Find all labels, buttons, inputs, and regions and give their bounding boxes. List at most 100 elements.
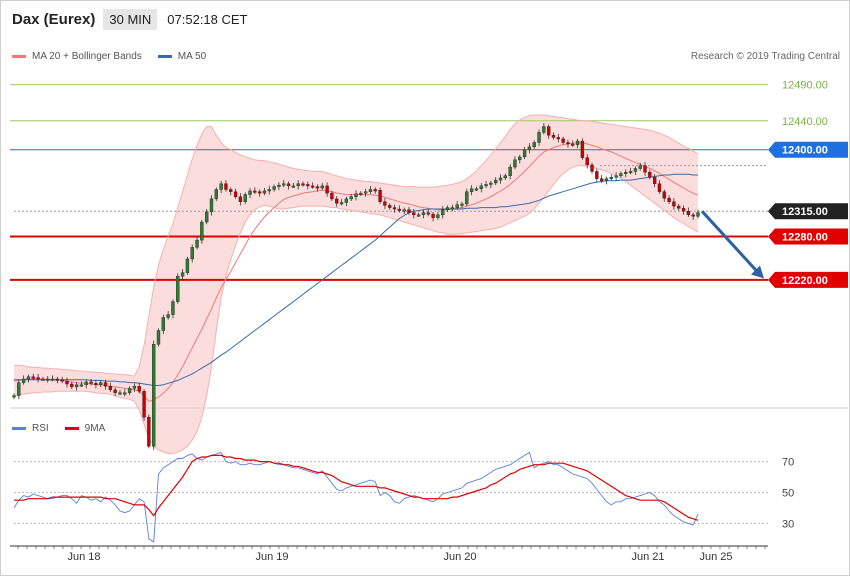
candle-body <box>402 209 406 212</box>
candle-body <box>156 330 161 345</box>
candle-body <box>681 208 686 212</box>
candle-body <box>286 183 291 187</box>
legend-rsi-label: RSI <box>32 423 49 434</box>
candle-body <box>388 205 392 208</box>
candle-body <box>272 186 276 190</box>
candle-body <box>108 385 113 391</box>
candle-body <box>282 183 286 186</box>
candle-body <box>127 388 132 393</box>
candle-body <box>537 132 541 143</box>
candle-body <box>657 183 662 192</box>
legend-ma50: MA 50 <box>157 51 207 62</box>
candle-body <box>344 198 349 203</box>
candle-body <box>176 276 180 302</box>
candle-body <box>580 140 585 158</box>
candle-body <box>628 171 633 174</box>
candle-body <box>436 214 440 218</box>
candle-body <box>609 176 613 179</box>
candle-body <box>465 191 469 205</box>
legend-9ma: 9MA <box>64 423 105 434</box>
candle-body <box>60 379 64 382</box>
candle-body <box>599 178 604 182</box>
candle-body <box>383 201 387 206</box>
candle-body <box>445 207 450 210</box>
bollinger-band-area <box>14 115 698 454</box>
candle-body <box>652 176 657 184</box>
candle-body <box>65 380 69 385</box>
candle-body <box>291 185 296 188</box>
clock-time: 07:52:18 CET <box>167 11 248 27</box>
candle-body <box>171 301 175 315</box>
legend-bb: MA 20 + Bollinger Bands <box>12 51 142 62</box>
candle-body <box>527 146 532 150</box>
chart-header: Dax (Eurex) 30 MIN 07:52:18 CET <box>12 8 248 30</box>
candle-body <box>118 392 122 395</box>
candle-body <box>296 183 300 187</box>
x-axis-label-1: Jun 19 <box>255 551 288 563</box>
candle-body <box>450 207 455 210</box>
candle-body <box>373 189 377 192</box>
bb-upper-line <box>14 114 699 377</box>
candle-body <box>310 185 315 188</box>
candle-body <box>648 171 652 178</box>
candle-body <box>513 159 517 168</box>
candle-body <box>200 221 204 241</box>
candle-body <box>571 143 575 146</box>
candle-body <box>74 384 79 388</box>
candle-body <box>79 384 84 387</box>
level-tag-3 <box>768 203 848 220</box>
timeframe-badge[interactable]: 30 MIN <box>103 8 158 30</box>
candle-body <box>575 140 580 145</box>
x-axis-label-2: Jun 20 <box>443 551 476 563</box>
candle-body <box>257 191 262 194</box>
candle-body <box>431 213 435 218</box>
candle-body <box>248 190 252 195</box>
candle-body <box>94 383 98 386</box>
candle-body <box>363 191 368 194</box>
candle-body <box>469 188 474 192</box>
legend-rsi: RSI <box>12 423 49 434</box>
candle-body <box>99 382 103 385</box>
candle-body <box>672 201 676 207</box>
candle-body <box>320 185 324 189</box>
candle-body <box>368 189 373 192</box>
candle-body <box>455 204 459 208</box>
rsi-tick-label-2: 30 <box>782 518 794 530</box>
level-tag-5 <box>768 271 848 288</box>
ma50-swatch-icon <box>157 55 172 58</box>
candle-body <box>542 126 546 133</box>
candle-body <box>277 184 281 187</box>
candle-body <box>132 385 137 389</box>
bb-lower-line <box>13 165 699 454</box>
candle-body <box>103 382 108 387</box>
candle-body <box>70 383 74 388</box>
candle-body <box>147 417 151 447</box>
level-tag-label-3: 12315.00 <box>782 206 828 218</box>
candle-body <box>31 376 35 379</box>
candle-body <box>532 142 536 148</box>
candle-body <box>349 196 353 200</box>
x-axis-label-3: Jun 21 <box>631 551 664 563</box>
candle-body <box>339 202 344 205</box>
candle-body <box>489 182 493 185</box>
candle-body <box>161 317 166 331</box>
candle-body <box>17 382 21 396</box>
candle-body <box>12 395 16 398</box>
candle-body <box>614 175 618 178</box>
legend-ma50-label: MA 50 <box>177 51 207 62</box>
candle-body <box>619 173 623 176</box>
rsi-panel: 70 50 30 Jun 18 Jun 19 Jun 20 Jun 21 Jun 25 <box>10 451 794 563</box>
candle-body <box>546 126 551 136</box>
candle-body <box>595 171 599 179</box>
candle-body <box>301 183 305 186</box>
candle-body <box>166 314 170 318</box>
candle-body <box>229 189 233 192</box>
candle-body <box>238 196 243 202</box>
candle-body <box>46 378 50 381</box>
candle-body <box>484 184 488 187</box>
candle-body <box>335 198 339 204</box>
candle-body <box>253 190 257 193</box>
candle-body <box>633 168 638 172</box>
rsi-series-0 <box>13 451 699 543</box>
